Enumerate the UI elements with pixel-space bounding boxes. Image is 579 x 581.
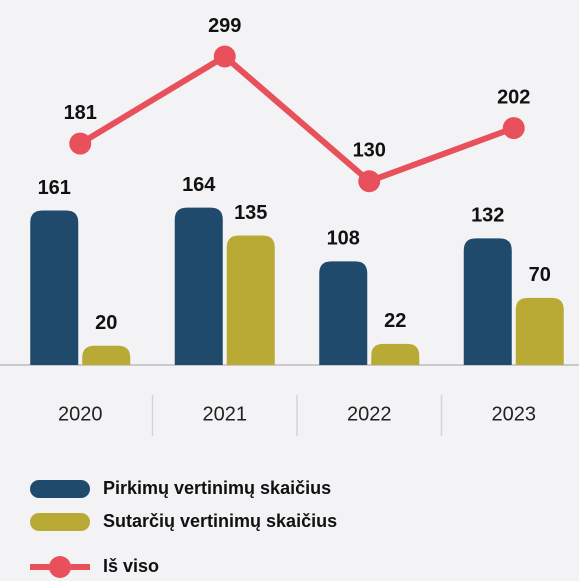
line-point xyxy=(358,170,381,193)
data-label: 70 xyxy=(529,264,551,286)
x-tick-label: 2021 xyxy=(203,403,248,425)
bar xyxy=(174,207,223,365)
bar xyxy=(82,345,131,365)
data-label: 130 xyxy=(353,140,386,162)
x-tick-label: 2020 xyxy=(58,403,103,425)
legend-swatch xyxy=(49,556,71,578)
line-point xyxy=(502,117,525,140)
bar xyxy=(463,238,512,365)
bar xyxy=(371,343,420,365)
x-tick-label: 2023 xyxy=(492,403,537,425)
line-point xyxy=(213,45,236,68)
bar xyxy=(515,297,564,365)
bar xyxy=(226,235,275,365)
data-label: 181 xyxy=(64,102,97,124)
legend-swatch xyxy=(30,513,90,531)
data-label: 20 xyxy=(95,312,117,334)
data-label: 135 xyxy=(234,202,267,224)
line xyxy=(78,53,515,185)
data-label: 108 xyxy=(327,228,360,250)
data-label: 22 xyxy=(384,310,406,332)
legend-swatch xyxy=(30,480,90,498)
bar xyxy=(319,261,368,365)
legend-label: Pirkimų vertinimų skaičius xyxy=(103,478,331,498)
data-label: 202 xyxy=(497,86,530,108)
data-label: 299 xyxy=(208,15,241,37)
data-label: 132 xyxy=(471,205,504,227)
data-label: 164 xyxy=(182,174,216,196)
data-label: 161 xyxy=(38,177,71,199)
legend-label: Iš viso xyxy=(103,556,159,576)
bar xyxy=(30,210,79,365)
line-point xyxy=(69,132,92,155)
x-tick-label: 2022 xyxy=(347,403,392,425)
legend-label: Sutarčių vertinimų skaičius xyxy=(103,511,337,531)
